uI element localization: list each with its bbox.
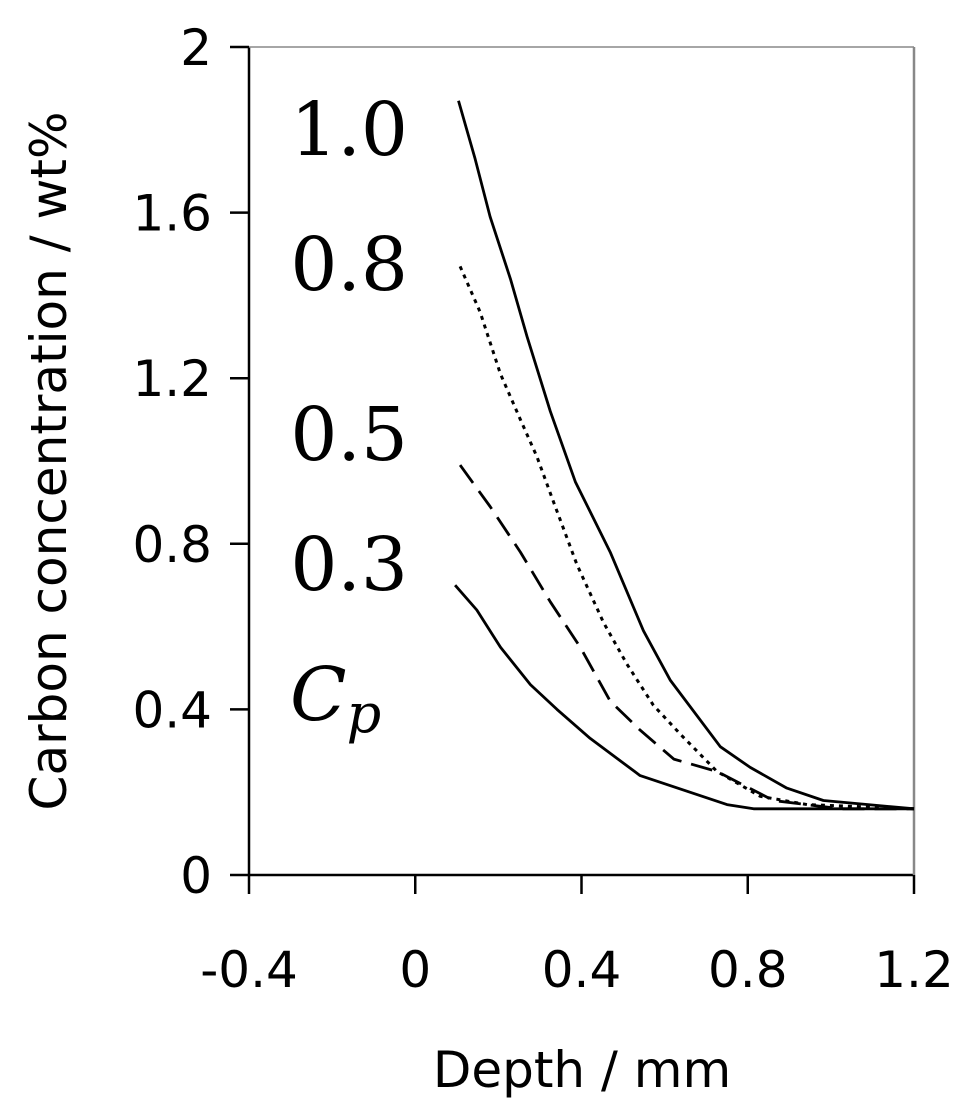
x-tick-label: 0.8 xyxy=(708,941,788,999)
series-lines xyxy=(454,100,915,811)
x-tick-label: 0 xyxy=(399,941,431,999)
x-axis-label: Depth / mm xyxy=(433,1041,731,1099)
series-label: 0.8 xyxy=(290,222,408,308)
series-label: 0.5 xyxy=(290,392,408,478)
series-label: 0.3 xyxy=(290,522,408,608)
series-line-0-8 xyxy=(458,265,915,811)
y-axis-ticks: 0 0.4 0.8 1.2 1.6 2 xyxy=(132,19,249,905)
y-tick-label: 2 xyxy=(180,19,212,77)
y-tick-label: 1.6 xyxy=(132,185,212,243)
plot-frame xyxy=(247,46,916,877)
x-tick-label: -0.4 xyxy=(200,941,298,999)
series-labels: 1.0 0.8 0.5 0.3 xyxy=(290,87,408,608)
y-tick-label: 0 xyxy=(180,847,212,905)
x-tick-label: 0.4 xyxy=(542,941,622,999)
series-label: 1.0 xyxy=(290,87,408,173)
y-tick-label: 1.2 xyxy=(132,350,212,408)
legend-title-cp: Cp xyxy=(290,652,381,745)
series-line-0-5 xyxy=(458,464,914,811)
series-line-1-0 xyxy=(457,100,915,811)
y-axis-label: Carbon concentration / wt% xyxy=(20,112,78,811)
y-tick-label: 0.8 xyxy=(132,516,212,574)
series-line-0-3 xyxy=(454,584,914,811)
y-tick-label: 0.4 xyxy=(132,681,212,739)
x-tick-label: 1.2 xyxy=(874,941,954,999)
x-axis-ticks: -0.4 0 0.4 0.8 1.2 xyxy=(200,875,954,999)
